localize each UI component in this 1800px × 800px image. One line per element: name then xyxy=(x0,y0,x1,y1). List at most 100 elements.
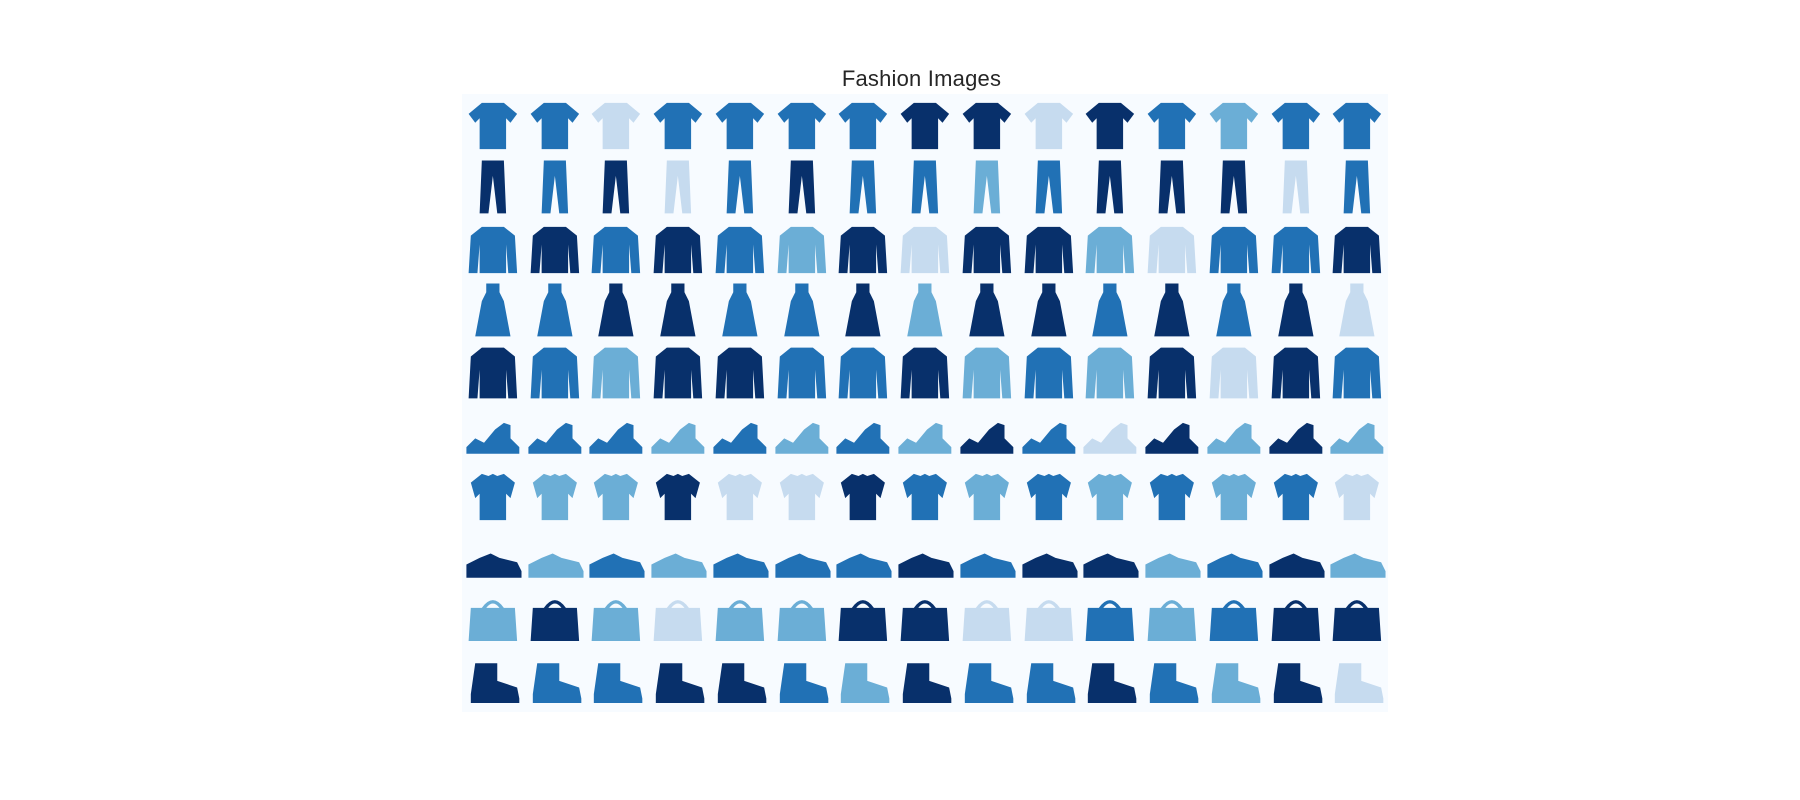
coat-image xyxy=(524,341,586,403)
coat-icon xyxy=(962,347,1011,399)
trouser-icon xyxy=(1096,160,1124,214)
sandal-image xyxy=(647,403,709,465)
sneaker-icon xyxy=(775,553,831,578)
sneaker-icon xyxy=(651,553,707,578)
boot-image xyxy=(1079,650,1141,712)
sandal-icon xyxy=(775,422,828,454)
trouser-image xyxy=(1326,156,1388,218)
trouser-image xyxy=(1018,156,1080,218)
dress-image xyxy=(524,279,586,341)
tshirt-icon xyxy=(1209,102,1258,150)
pullover-image xyxy=(709,218,771,280)
dress-image xyxy=(709,279,771,341)
coat-icon xyxy=(653,347,703,399)
pullover-image xyxy=(832,218,894,280)
bag-image xyxy=(894,588,956,650)
shirt-image xyxy=(462,465,524,527)
shirt-icon xyxy=(779,473,824,520)
sneaker-image xyxy=(771,527,833,589)
dress-icon xyxy=(907,283,943,337)
bag-icon xyxy=(530,600,579,642)
sneaker-icon xyxy=(528,553,584,578)
trouser-image xyxy=(647,156,709,218)
sneaker-image xyxy=(585,527,647,589)
sandal-image xyxy=(1326,403,1388,465)
trouser-icon xyxy=(1282,160,1309,214)
sandal-icon xyxy=(651,422,705,454)
trouser-image xyxy=(709,156,771,218)
coat-image xyxy=(832,341,894,403)
pullover-icon xyxy=(715,226,765,273)
trouser-icon xyxy=(603,160,630,214)
dress-icon xyxy=(1277,283,1314,337)
coat-image xyxy=(771,341,833,403)
coat-icon xyxy=(715,347,765,399)
tshirt-icon xyxy=(653,102,703,150)
shirt-icon xyxy=(1335,473,1380,520)
trouser-image xyxy=(1079,156,1141,218)
bag-icon xyxy=(962,600,1011,642)
boot-icon xyxy=(594,663,643,704)
trouser-image xyxy=(771,156,833,218)
figure-title: Fashion Images xyxy=(841,66,1002,91)
dress-image xyxy=(1265,279,1327,341)
bag-icon xyxy=(1271,600,1320,642)
trouser-icon xyxy=(541,160,568,214)
tshirt-image xyxy=(709,94,771,156)
tshirt-icon xyxy=(962,102,1011,150)
sandal-icon xyxy=(1268,422,1322,454)
shirt-image xyxy=(709,465,771,527)
bag-image xyxy=(832,588,894,650)
dress-image xyxy=(1326,279,1388,341)
tshirt-icon xyxy=(900,102,950,150)
coat-icon xyxy=(530,347,579,399)
boot-image xyxy=(832,650,894,712)
coat-image xyxy=(462,341,524,403)
dress-image xyxy=(647,279,709,341)
image-grid xyxy=(462,94,1388,712)
dress-icon xyxy=(783,283,820,337)
coat-image xyxy=(1326,341,1388,403)
coat-image xyxy=(956,341,1018,403)
shirt-image xyxy=(832,465,894,527)
sandal-image xyxy=(1018,403,1080,465)
pullover-image xyxy=(956,218,1018,280)
pullover-icon xyxy=(777,226,826,273)
sneaker-image xyxy=(1265,527,1327,589)
tshirt-icon xyxy=(1085,102,1135,150)
dress-icon xyxy=(1030,283,1067,337)
sandal-image xyxy=(956,403,1018,465)
tshirt-image xyxy=(647,94,709,156)
dress-icon xyxy=(660,283,696,337)
bag-icon xyxy=(839,600,888,642)
tshirt-image xyxy=(894,94,956,156)
boot-icon xyxy=(841,663,890,704)
sandal-image xyxy=(1141,403,1203,465)
coat-image xyxy=(1079,341,1141,403)
sneaker-image xyxy=(956,527,1018,589)
pullover-icon xyxy=(839,226,888,273)
dress-icon xyxy=(1216,283,1252,337)
coat-image xyxy=(1203,341,1265,403)
trouser-icon xyxy=(479,160,507,214)
coat-icon xyxy=(839,347,888,399)
coat-icon xyxy=(592,347,641,399)
boot-image xyxy=(1018,650,1080,712)
shirt-icon xyxy=(470,473,515,520)
tshirt-image xyxy=(771,94,833,156)
pullover-image xyxy=(894,218,956,280)
sneaker-icon xyxy=(1145,553,1201,578)
sandal-icon xyxy=(1207,422,1261,454)
trouser-icon xyxy=(664,160,692,214)
shirt-image xyxy=(585,465,647,527)
dress-image xyxy=(956,279,1018,341)
sandal-image xyxy=(462,403,524,465)
sandal-icon xyxy=(836,422,890,454)
sneaker-icon xyxy=(836,553,892,578)
sneaker-image xyxy=(524,527,586,589)
tshirt-icon xyxy=(468,102,518,150)
dress-image xyxy=(894,279,956,341)
boot-icon xyxy=(1211,663,1261,704)
shirt-icon xyxy=(1026,473,1071,520)
shirt-icon xyxy=(902,473,948,520)
